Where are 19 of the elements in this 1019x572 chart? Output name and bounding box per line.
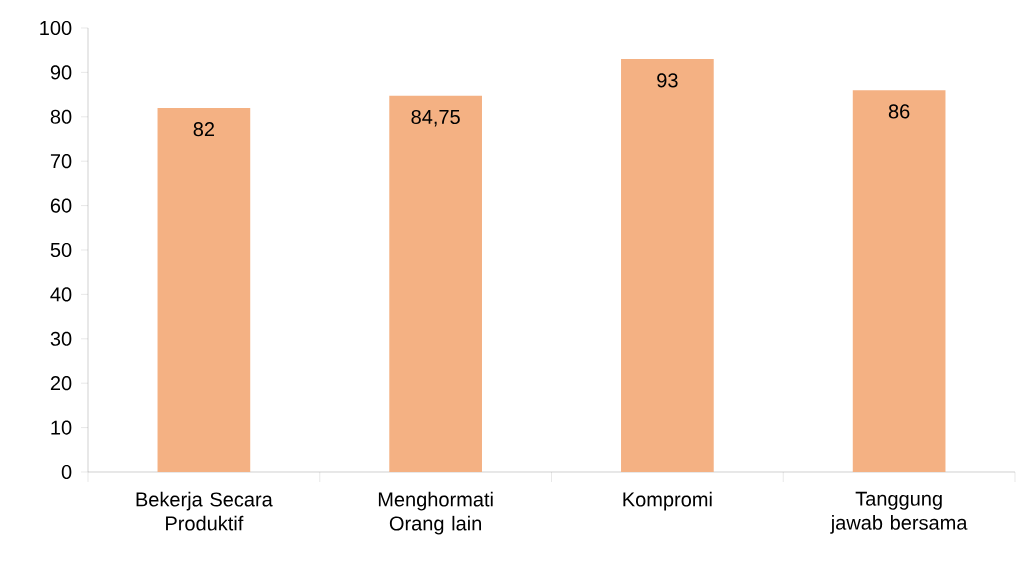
x-tick-label: Tanggung jawab bersama [830,491,968,534]
x-tick-label: Bekerja Secara Produktif [136,491,273,531]
y-tick-label: 50 [50,242,72,258]
y-tick-label: 0 [61,464,72,480]
y-tick-label: 60 [50,198,72,213]
y-tick-label: 100 [40,20,72,36]
x-tick-label: Menghormati Orang lain [378,491,493,535]
y-tick-label: 10 [51,420,72,435]
data-label: 84,75 [411,109,460,127]
y-tick-label: 20 [50,376,72,391]
x-tick-label: Kompromi [623,491,712,511]
data-label: 93 [657,73,678,88]
data-label: 82 [193,122,214,137]
data-label: 86 [888,104,910,119]
y-tick-label: 80 [50,109,72,124]
y-tick-label: 70 [50,154,72,169]
y-tick-label: 30 [50,331,72,346]
y-tick-label: 90 [50,65,72,80]
y-tick-label: 40 [50,287,72,302]
